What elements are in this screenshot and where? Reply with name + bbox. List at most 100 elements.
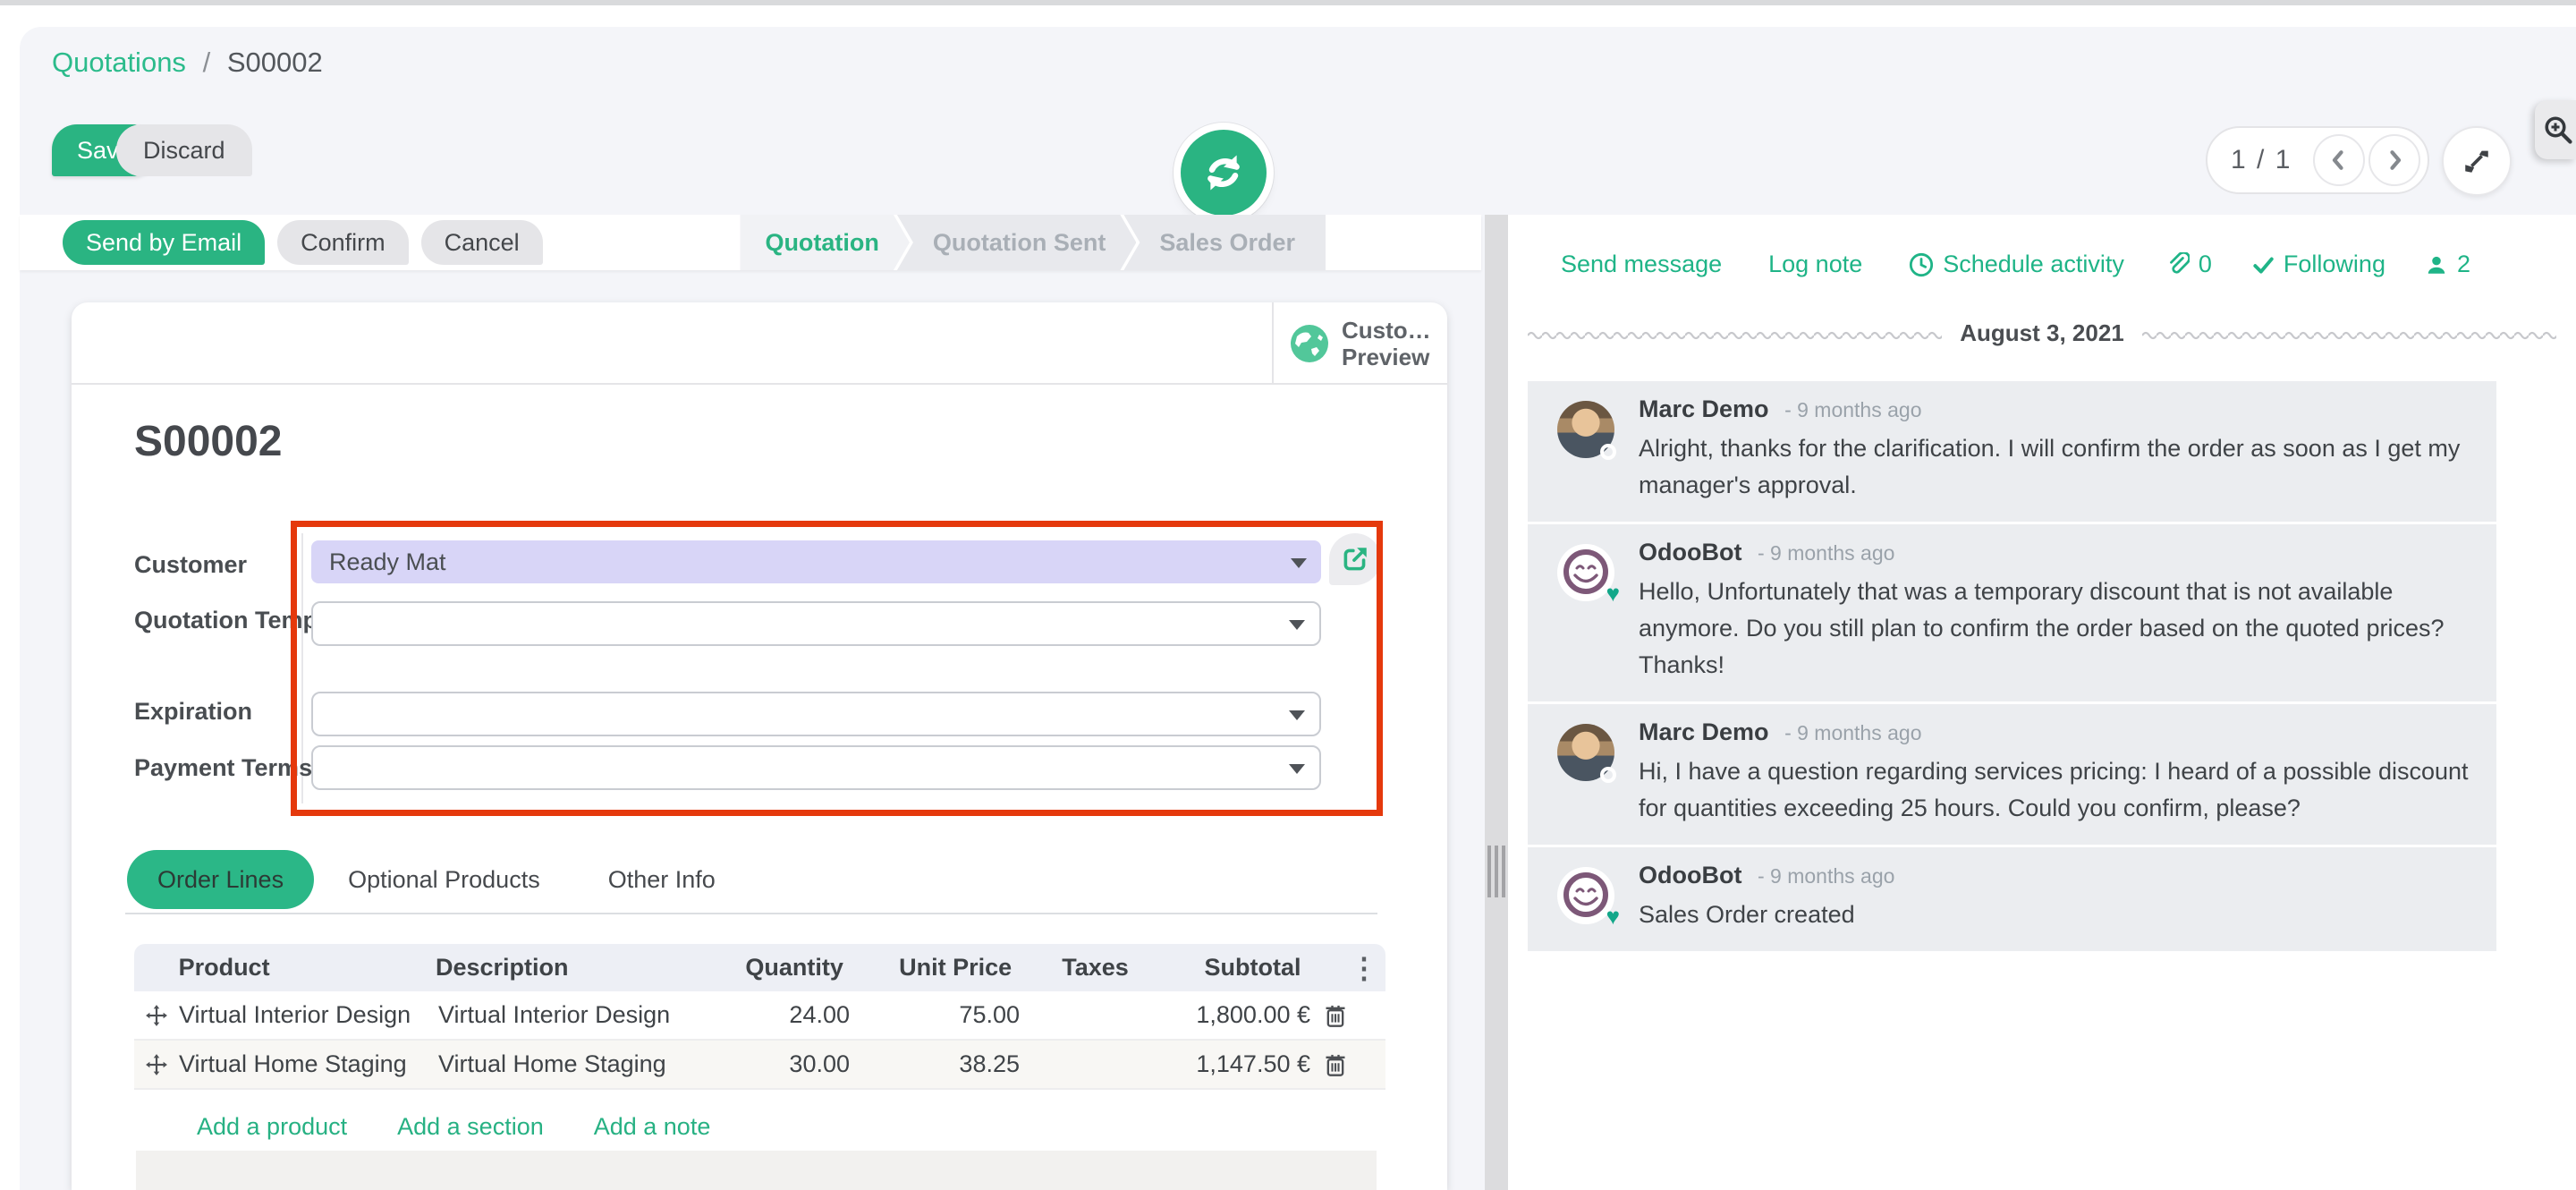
breadcrumb: Quotations / S00002	[52, 47, 323, 79]
send-by-email-button[interactable]: Send by Email	[63, 220, 266, 265]
external-link-icon	[1340, 544, 1370, 574]
add-a-note-link[interactable]: Add a note	[593, 1113, 711, 1140]
discard-button[interactable]: Discard	[116, 124, 252, 176]
message-body: Hello, Unfortunately that was a temporar…	[1639, 578, 2445, 678]
table-header-row: Product Description Quantity Unit Price …	[134, 944, 1385, 991]
customer-preview-button[interactable]: Custo… Preview	[1272, 302, 1447, 385]
table-row[interactable]: Virtual Home Staging Virtual Home Stagin…	[134, 1041, 1385, 1090]
statusbar: Send by Email Confirm Cancel Quotation Q…	[20, 215, 1481, 270]
add-a-product-link[interactable]: Add a product	[197, 1113, 348, 1140]
table-row[interactable]: Virtual Interior Design Virtual Interior…	[134, 991, 1385, 1041]
payment-terms-field[interactable]	[311, 745, 1321, 790]
cell-description[interactable]: Virtual Home Staging	[438, 1050, 666, 1077]
tab-optional-products[interactable]: Optional Products	[348, 865, 540, 893]
cell-unit-price[interactable]: 75.00	[959, 1001, 1020, 1028]
drag-handle-icon[interactable]	[145, 1053, 168, 1076]
breadcrumb-separator: /	[202, 47, 211, 78]
cell-product[interactable]: Virtual Interior Design	[179, 1001, 411, 1028]
cell-subtotal: 1,147.50 €	[1196, 1050, 1310, 1077]
col-quantity[interactable]: Quantity	[745, 954, 843, 981]
paperclip-icon	[2166, 251, 2190, 277]
globe-icon	[1290, 324, 1329, 363]
message-body: Alright, thanks for the clarification. I…	[1639, 435, 2461, 498]
sheet-bottom-section	[136, 1151, 1377, 1190]
follower-count: 2	[2456, 251, 2470, 277]
cancel-button[interactable]: Cancel	[420, 220, 543, 265]
following-button[interactable]: Following	[2251, 251, 2385, 278]
refresh-button[interactable]	[1181, 130, 1267, 216]
cell-unit-price[interactable]: 38.25	[959, 1050, 1020, 1077]
cell-description[interactable]: Virtual Interior Design	[438, 1001, 671, 1028]
cell-quantity[interactable]: 24.00	[789, 1001, 850, 1028]
followers-button[interactable]: 2	[2425, 251, 2470, 278]
cell-quantity[interactable]: 30.00	[789, 1050, 850, 1077]
expiration-field[interactable]	[311, 692, 1321, 736]
avatar-odoobot	[1557, 867, 1614, 924]
status-step-sales-order[interactable]: Sales Order	[1123, 215, 1326, 270]
message-timestamp: - 9 months ago	[1784, 398, 1922, 421]
status-step-quotation-sent[interactable]: Quotation Sent	[897, 215, 1136, 270]
pane-resize-handle[interactable]	[1485, 215, 1508, 1190]
breadcrumb-current: S00002	[226, 47, 323, 78]
message: Marc Demo - 9 months ago Hi, I have a qu…	[1528, 704, 2496, 845]
message-author[interactable]: OdooBot	[1639, 539, 1742, 565]
person-icon	[2425, 253, 2448, 276]
form-sheet: Custo… Preview S00002 Customer Ready Mat…	[72, 302, 1447, 1190]
customer-open-record-button[interactable]	[1329, 533, 1381, 585]
schedule-activity-button[interactable]: Schedule activity	[1909, 251, 2124, 278]
date-divider: August 3, 2021	[1528, 319, 2557, 347]
clock-icon	[1909, 252, 1934, 277]
quotation-template-field[interactable]	[311, 601, 1321, 646]
dropdown-caret-icon	[1289, 620, 1305, 630]
chevron-left-icon	[2326, 147, 2352, 174]
pager-next-button[interactable]	[2368, 134, 2421, 186]
cell-subtotal: 1,800.00 €	[1196, 1001, 1310, 1028]
col-unit-price[interactable]: Unit Price	[899, 954, 1013, 981]
message: ♥ OdooBot - 9 months ago Sales Order cre…	[1528, 847, 2496, 951]
tab-order-lines[interactable]: Order Lines	[127, 850, 315, 909]
expand-button[interactable]	[2442, 126, 2512, 196]
col-subtotal[interactable]: Subtotal	[1204, 954, 1301, 981]
table-options-kebab-icon[interactable]: ⋮	[1349, 951, 1378, 984]
col-product[interactable]: Product	[178, 954, 270, 981]
customer-preview-label: Custo… Preview	[1342, 317, 1431, 370]
heart-badge-icon: ♥	[1606, 903, 1620, 930]
drag-handle-icon[interactable]	[145, 1004, 168, 1027]
notebook-tabs: Order Lines Optional Products Other Info	[127, 850, 750, 909]
add-a-section-link[interactable]: Add a section	[397, 1113, 544, 1140]
check-icon	[2251, 253, 2275, 276]
dropdown-caret-icon	[1291, 558, 1307, 568]
confirm-button[interactable]: Confirm	[277, 220, 409, 265]
pager-previous-button[interactable]	[2313, 134, 2366, 186]
message-author[interactable]: Marc Demo	[1639, 718, 1769, 745]
avatar-odoobot	[1557, 544, 1614, 601]
col-description[interactable]: Description	[435, 954, 569, 981]
col-taxes[interactable]: Taxes	[1062, 954, 1129, 981]
customer-label: Customer	[134, 551, 248, 578]
message: Marc Demo - 9 months ago Alright, thanks…	[1528, 381, 2496, 522]
customer-field[interactable]: Ready Mat	[311, 540, 1321, 583]
squiggle-line	[2141, 327, 2557, 340]
message-timestamp: - 9 months ago	[1757, 864, 1895, 888]
chevron-right-icon	[2381, 147, 2408, 174]
tab-underline	[125, 913, 1377, 914]
grip-icon	[1487, 846, 1505, 897]
pager: 1 / 1	[2206, 126, 2430, 194]
dropdown-caret-icon	[1289, 764, 1305, 774]
cell-product[interactable]: Virtual Home Staging	[179, 1050, 407, 1077]
message-body: Sales Order created	[1639, 901, 1855, 928]
breadcrumb-quotations-link[interactable]: Quotations	[52, 47, 186, 78]
log-note-button[interactable]: Log note	[1768, 251, 1863, 277]
zoom-tool-tab[interactable]	[2535, 100, 2576, 159]
message-author[interactable]: Marc Demo	[1639, 395, 1769, 422]
attachments-button[interactable]: 0	[2166, 251, 2212, 278]
tab-other-info[interactable]: Other Info	[607, 865, 716, 893]
status-ring-icon	[1600, 767, 1616, 783]
send-message-button[interactable]: Send message	[1561, 251, 1723, 277]
status-steps: Quotation Quotation Sent Sales Order	[740, 215, 1326, 270]
table-add-links: Add a product Add a section Add a note	[197, 1113, 1385, 1141]
delete-row-trash-icon[interactable]	[1324, 1052, 1347, 1077]
message-author[interactable]: OdooBot	[1639, 862, 1742, 888]
delete-row-trash-icon[interactable]	[1324, 1003, 1347, 1028]
status-step-quotation[interactable]: Quotation	[740, 215, 909, 270]
